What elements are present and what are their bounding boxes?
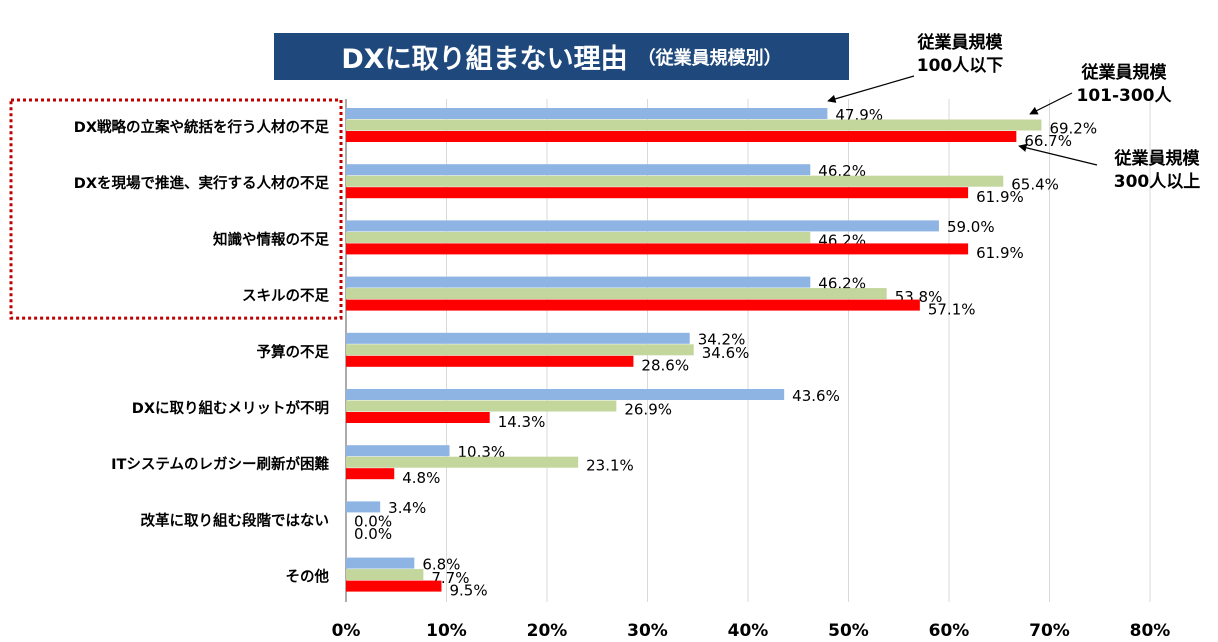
data-label: 69.2%: [1049, 119, 1097, 137]
data-label: 9.5%: [449, 581, 487, 599]
legend-callout-line1: 従業員規模: [1114, 148, 1201, 169]
data-label: 26.9%: [624, 400, 672, 418]
bar: [346, 344, 694, 356]
bar: [346, 389, 785, 400]
bar: [346, 445, 450, 457]
data-label: 28.6%: [641, 357, 689, 375]
category-label: DX戦略の立案や統括を行う人材の不足: [74, 118, 330, 136]
legend-callout-line1: 従業員規模: [1081, 62, 1168, 83]
legend-callout-arrow: [827, 75, 915, 103]
bar: [346, 332, 690, 344]
bar: [346, 131, 1017, 142]
chart-title-box: DXに取り組まない理由 （従業員規模別）: [274, 33, 849, 80]
legend-callout-line2: 100人以下: [917, 56, 1004, 76]
category-label: DXに取り組むメリットが不明: [132, 399, 329, 417]
legend-callout-arrow: [1029, 92, 1073, 115]
x-tick-label: 10%: [426, 621, 467, 641]
x-tick-label: 80%: [1130, 621, 1171, 641]
data-label: 46.2%: [818, 162, 866, 180]
category-label: その他: [286, 568, 330, 586]
bar: [346, 501, 381, 513]
data-label: 6.8%: [422, 555, 460, 573]
bar: [346, 231, 811, 243]
data-label: 34.6%: [702, 344, 750, 362]
bar: [346, 243, 969, 255]
data-label: 61.9%: [976, 244, 1024, 262]
category-label: 改革に取り組む段階ではない: [141, 511, 330, 529]
category-label: DXを現場で推進、実行する人材の不足: [74, 174, 330, 192]
bar: [346, 400, 617, 412]
x-tick-label: 40%: [728, 621, 769, 641]
data-label: 23.1%: [586, 456, 634, 474]
data-label: 46.2%: [818, 274, 866, 292]
legend-callout-line2: 300人以上: [1114, 172, 1201, 192]
bar: [346, 557, 415, 569]
x-tick-label: 60%: [929, 621, 970, 641]
bar: [346, 108, 828, 119]
bar: [346, 468, 395, 480]
x-tick-label: 0%: [332, 621, 361, 641]
bar: [346, 119, 1042, 131]
data-label: 0.0%: [354, 513, 392, 531]
bar: [346, 187, 969, 199]
category-label: 予算の不足: [257, 343, 330, 361]
bar: [346, 355, 634, 367]
chart-subtitle: （従業員規模別）: [637, 47, 782, 69]
bar: [346, 456, 579, 468]
data-label: 4.8%: [402, 469, 440, 487]
category-label: ITシステムのレガシー刷新が困難: [111, 455, 329, 473]
x-tick-label: 70%: [1029, 621, 1070, 641]
data-label: 57.1%: [928, 300, 976, 318]
bar: [346, 276, 811, 288]
bar: [346, 580, 442, 592]
x-tick-label: 20%: [527, 621, 568, 641]
data-label: 0.0%: [354, 525, 392, 543]
category-label: スキルの不足: [242, 288, 329, 305]
data-label: 47.9%: [835, 106, 883, 124]
highlight-box: [9, 98, 343, 320]
chart-title: DXに取り組まない理由: [341, 44, 628, 75]
category-label: 知識や情報の不足: [213, 230, 329, 248]
legend-callout-arrow: [1018, 143, 1098, 166]
data-label: 3.4%: [388, 499, 426, 517]
legend-callout-line1: 従業員規模: [917, 32, 1004, 53]
bar: [346, 220, 939, 232]
data-label: 34.2%: [698, 331, 746, 349]
bar: [346, 299, 920, 311]
data-label: 65.4%: [1011, 175, 1059, 193]
data-label: 14.3%: [498, 413, 546, 431]
bar: [346, 288, 887, 300]
x-tick-label: 50%: [828, 621, 869, 641]
bar: [346, 569, 424, 581]
data-label: 43.6%: [792, 387, 840, 405]
data-label: 61.9%: [976, 188, 1024, 206]
data-label: 59.0%: [947, 218, 995, 236]
data-label: 10.3%: [458, 443, 506, 461]
legend-callout-line2: 101-300人: [1076, 86, 1172, 106]
bar: [346, 175, 1004, 187]
bar: [346, 164, 811, 176]
data-label: 66.7%: [1024, 132, 1072, 150]
bar: [346, 412, 490, 423]
x-tick-label: 30%: [627, 621, 668, 641]
